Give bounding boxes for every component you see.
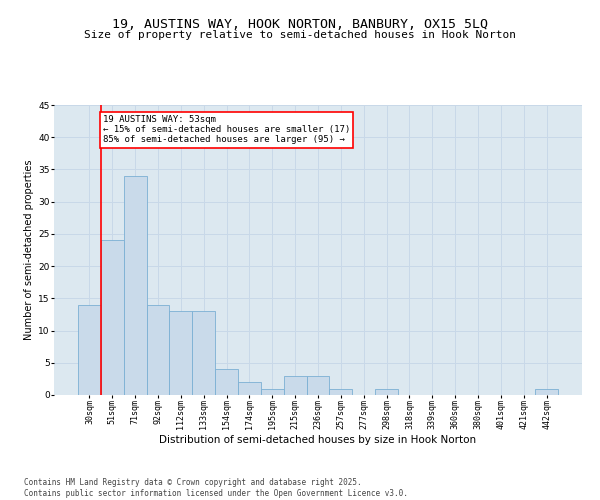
Bar [261, 388, 284, 395]
Bar [307, 376, 329, 395]
Bar [284, 376, 307, 395]
Bar [535, 388, 558, 395]
X-axis label: Distribution of semi-detached houses by size in Hook Norton: Distribution of semi-detached houses by … [160, 434, 476, 444]
Bar [329, 388, 352, 395]
Text: 19, AUSTINS WAY, HOOK NORTON, BANBURY, OX15 5LQ: 19, AUSTINS WAY, HOOK NORTON, BANBURY, O… [112, 18, 488, 30]
Text: Contains HM Land Registry data © Crown copyright and database right 2025.
Contai: Contains HM Land Registry data © Crown c… [24, 478, 408, 498]
Bar [78, 305, 101, 395]
Bar [169, 311, 192, 395]
Bar [215, 369, 238, 395]
Bar [192, 311, 215, 395]
Text: Size of property relative to semi-detached houses in Hook Norton: Size of property relative to semi-detach… [84, 30, 516, 40]
Bar [375, 388, 398, 395]
Y-axis label: Number of semi-detached properties: Number of semi-detached properties [24, 160, 34, 340]
Bar [238, 382, 261, 395]
Bar [101, 240, 124, 395]
Bar [146, 305, 169, 395]
Bar [124, 176, 146, 395]
Text: 19 AUSTINS WAY: 53sqm
← 15% of semi-detached houses are smaller (17)
85% of semi: 19 AUSTINS WAY: 53sqm ← 15% of semi-deta… [103, 114, 350, 144]
